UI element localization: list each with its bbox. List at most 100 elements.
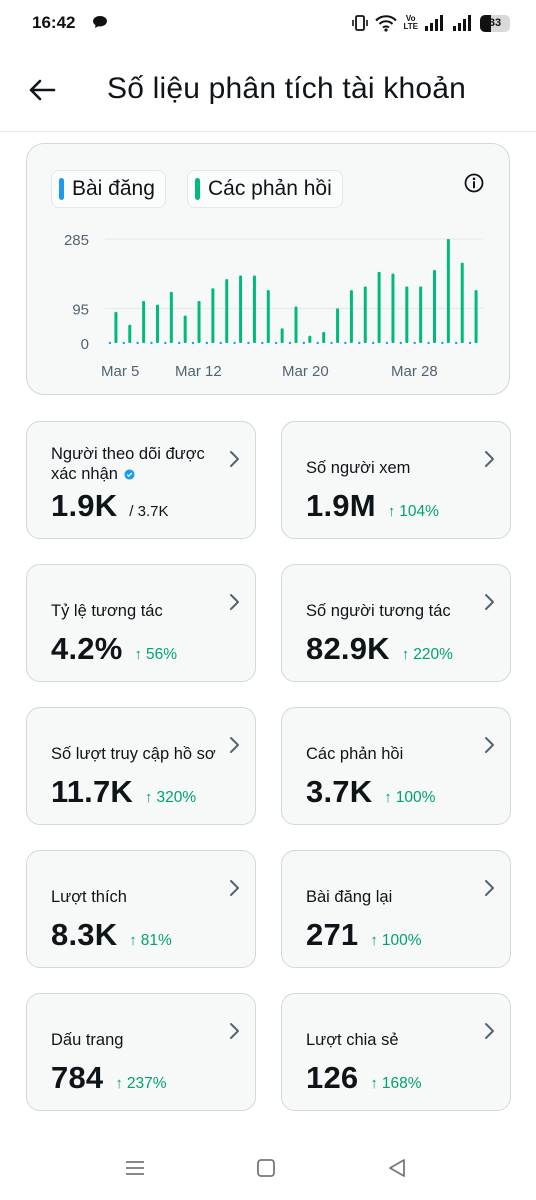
- bar: [252, 275, 256, 343]
- metric-card-profile-visits[interactable]: Số lượt truy cập hồ sơ 11.7K ↑ 320%: [26, 707, 256, 825]
- posts-dot: [316, 341, 319, 345]
- bar: [405, 286, 409, 343]
- metric-card-engagements[interactable]: Số người tương tác 82.9K ↑ 220%: [281, 564, 511, 682]
- arrow-left-icon: [29, 79, 56, 101]
- posts-dot: [427, 341, 430, 345]
- bar: [114, 311, 118, 343]
- metric-card-shares[interactable]: Lượt chia sẻ 126 ↑ 168%: [281, 993, 511, 1111]
- legend-replies-chip[interactable]: Các phản hồi: [187, 170, 343, 208]
- battery-icon: 33: [480, 14, 510, 32]
- bar: [239, 275, 243, 343]
- metric-change: ↑ 168%: [370, 1075, 422, 1092]
- bar: [322, 332, 326, 343]
- posts-dot: [274, 341, 278, 345]
- up-arrow-icon: ↑: [370, 932, 378, 949]
- metric-label: Số người tương tác: [306, 602, 451, 620]
- posts-dot: [344, 341, 347, 345]
- signal-icon: [453, 15, 471, 31]
- posts-dot: [205, 341, 209, 345]
- posts-dot: [441, 341, 444, 345]
- up-arrow-icon: ↑: [115, 1075, 123, 1092]
- bar: [474, 290, 478, 343]
- home-square-icon[interactable]: [252, 1156, 280, 1180]
- x-tick-label: Mar 28: [391, 363, 438, 380]
- legend-replies-label: Các phản hồi: [208, 177, 332, 200]
- posts-dot: [288, 341, 292, 345]
- metric-value: 11.7K: [51, 774, 134, 809]
- posts-dot: [302, 341, 306, 345]
- bar: [377, 271, 381, 343]
- metric-label: Các phản hồi: [306, 745, 404, 763]
- posts-dot: [330, 341, 333, 345]
- back-triangle-icon[interactable]: [384, 1156, 412, 1180]
- posts-dot: [177, 341, 181, 345]
- up-arrow-icon: ↑: [129, 932, 137, 949]
- metric-change: ↑ 100%: [370, 932, 422, 949]
- info-icon[interactable]: [463, 172, 485, 194]
- metric-value: 1.9K: [51, 488, 118, 523]
- back-button[interactable]: [22, 72, 62, 108]
- bar: [433, 270, 437, 343]
- bar: [155, 304, 159, 343]
- chevron-right-icon: [230, 880, 239, 896]
- bar: [225, 279, 229, 343]
- bar: [128, 324, 132, 343]
- chevron-right-icon: [230, 737, 239, 753]
- bar: [446, 239, 450, 343]
- metric-change: ↑ 56%: [134, 646, 177, 663]
- metric-card-bookmarks[interactable]: Dấu trang 784 ↑ 237%: [26, 993, 256, 1111]
- posts-dot: [358, 341, 361, 345]
- metric-card-likes[interactable]: Lượt thích 8.3K ↑ 81%: [26, 850, 256, 968]
- status-time: 16:42: [32, 13, 76, 32]
- wifi-icon: [375, 15, 398, 32]
- bar: [183, 315, 187, 343]
- posts-dot: [150, 341, 153, 345]
- metric-value: 271: [306, 917, 359, 952]
- metric-label: Số người xem: [306, 459, 411, 477]
- metric-card-verified-followers[interactable]: Người theo dõi được xác nhận 1.9K / 3.7K: [26, 421, 256, 539]
- metric-value: 784: [51, 1060, 104, 1095]
- chevron-right-icon: [485, 1023, 494, 1039]
- menu-icon[interactable]: [121, 1156, 149, 1180]
- chevron-right-icon: [485, 880, 494, 896]
- metric-change: ↑ 104%: [387, 503, 439, 520]
- status-bar: 16:42 Vo LTE: [0, 0, 536, 48]
- vibrate-icon: [352, 15, 369, 31]
- posts-dot: [413, 341, 416, 345]
- posts-dot: [468, 341, 472, 345]
- legend-posts-label: Bài đăng: [72, 177, 155, 200]
- metric-change: ↑ 220%: [401, 646, 453, 663]
- bar: [336, 308, 340, 343]
- metric-card-engagement-rate[interactable]: Tỷ lệ tương tác 4.2% ↑ 56%: [26, 564, 256, 682]
- chevron-right-icon: [485, 594, 494, 610]
- posts-dot: [233, 341, 236, 345]
- posts-dot: [247, 341, 250, 345]
- metric-card-reposts[interactable]: Bài đăng lại 271 ↑ 100%: [281, 850, 511, 968]
- y-tick-label: 285: [64, 232, 89, 249]
- bar: [308, 335, 312, 343]
- bar: [349, 290, 353, 343]
- posts-dot: [164, 341, 167, 345]
- legend-posts-swatch: [59, 178, 64, 200]
- bar: [391, 273, 395, 343]
- metric-value: 1.9M: [306, 488, 376, 523]
- metric-value: 82.9K: [306, 631, 390, 666]
- bar: [460, 262, 464, 343]
- page-header: Số liệu phân tích tài khoản: [0, 48, 536, 132]
- chart-card: 0 95 285 Mar 5 Mar 12 Mar 20 Mar 28 Bài đăng C…: [26, 143, 510, 395]
- legend-posts-chip[interactable]: Bài đăng: [51, 170, 166, 208]
- metric-label: Số lượt truy cập hồ sơ: [51, 745, 216, 763]
- posts-dot: [399, 341, 403, 345]
- metric-value: 126: [306, 1060, 359, 1095]
- posts-dot: [371, 341, 375, 345]
- page-title: Số liệu phân tích tài khoản: [107, 72, 466, 105]
- bar: [294, 306, 298, 343]
- chevron-right-icon: [230, 451, 239, 467]
- posts-dot: [191, 341, 195, 345]
- metric-card-replies[interactable]: Các phản hồi 3.7K ↑ 100%: [281, 707, 511, 825]
- metric-value: 8.3K: [51, 917, 118, 952]
- metric-card-impressions[interactable]: Số người xem 1.9M ↑ 104%: [281, 421, 511, 539]
- chevron-right-icon: [485, 737, 494, 753]
- metric-label: Tỷ lệ tương tác: [51, 602, 163, 620]
- chevron-right-icon: [230, 1023, 239, 1039]
